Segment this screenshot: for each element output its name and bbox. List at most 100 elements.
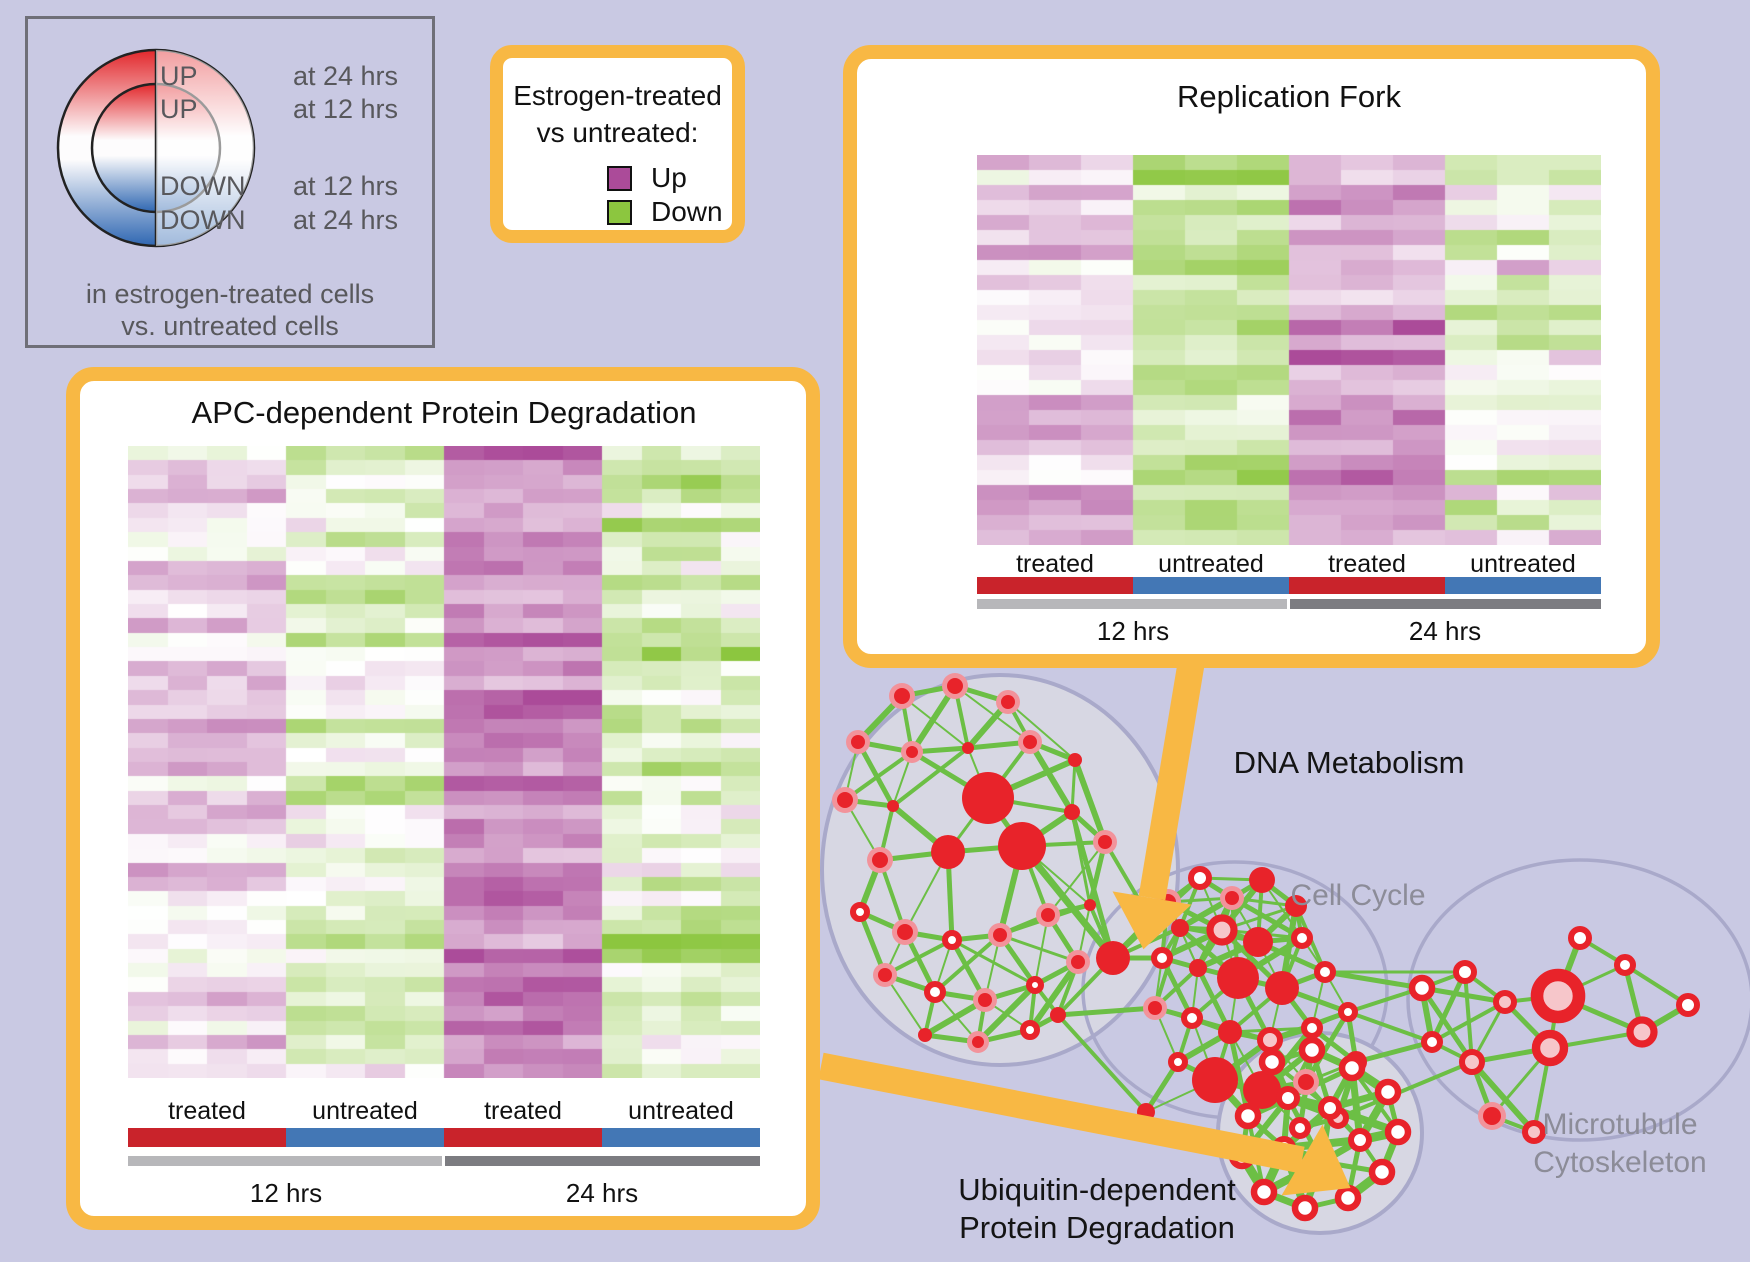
replication-fork-heatmap xyxy=(977,155,1601,545)
replication-fork-title: Replication Fork xyxy=(1177,79,1401,114)
rf-treated-bar-12h xyxy=(977,577,1133,594)
rf-24hrs-bar xyxy=(1290,599,1601,609)
network-node-donut xyxy=(1676,993,1700,1017)
ring-row-time-3: at 24 hrs xyxy=(292,205,398,235)
network-node xyxy=(1249,867,1275,893)
cluster-label-ubiquitin-line2: Protein Degradation xyxy=(959,1210,1235,1245)
network-node xyxy=(1171,919,1189,937)
network-node xyxy=(1483,1107,1501,1125)
network-node-donut xyxy=(850,902,870,922)
network-node-pink-donut xyxy=(1206,914,1238,946)
apc-sample-label-3: untreated xyxy=(628,1097,734,1125)
network-node-donut xyxy=(1408,974,1436,1002)
network-node-donut xyxy=(942,930,962,950)
network-node xyxy=(1243,927,1273,957)
network-node xyxy=(1265,971,1299,1005)
network-node xyxy=(851,735,865,749)
network-node-pink-donut xyxy=(1626,1016,1658,1048)
network-node-donut xyxy=(1291,927,1313,949)
network-node xyxy=(931,835,965,869)
network-node xyxy=(918,1028,932,1042)
network-node xyxy=(1084,899,1096,911)
down-color-swatch xyxy=(607,199,632,225)
replication-fork-panel: Replication Fork treated untreated treat… xyxy=(843,45,1660,668)
network-node xyxy=(872,852,888,868)
network-node-donut xyxy=(1151,947,1173,969)
network-node xyxy=(972,1036,984,1048)
comparison-legend-title-line2: vs untreated: xyxy=(536,117,699,148)
ring-row-time-0: at 24 hrs xyxy=(292,61,398,91)
rf-treated-bar-24h xyxy=(1289,577,1445,594)
rf-time-label-12hrs: 12 hrs xyxy=(1096,616,1170,646)
network-node xyxy=(1064,804,1080,820)
rf-sample-label-3: untreated xyxy=(1470,550,1576,578)
up-color-swatch xyxy=(607,165,632,191)
network-node-donut xyxy=(1258,1048,1286,1076)
network-node xyxy=(1189,959,1207,977)
network-node xyxy=(962,742,974,754)
rf-sample-label-1: untreated xyxy=(1158,550,1264,578)
apc-sample-label-0: treated xyxy=(168,1097,246,1125)
apc-24hrs-bar xyxy=(445,1156,760,1166)
network-node-donut xyxy=(1291,1194,1319,1222)
network-node-donut xyxy=(1314,961,1336,983)
network-node-donut xyxy=(1168,1052,1188,1072)
network-node-donut xyxy=(1334,1184,1362,1212)
network-node-pink-donut xyxy=(1531,1029,1569,1067)
bottom-white-strip xyxy=(0,1262,1750,1279)
ring-row-dir-0: UP xyxy=(160,61,198,91)
network-node-donut xyxy=(1250,1178,1278,1206)
apc-sample-label-1: untreated xyxy=(312,1097,418,1125)
network-node-pink-donut xyxy=(1522,1120,1546,1144)
network-node xyxy=(894,688,910,704)
network-node-pink-donut xyxy=(1493,990,1517,1014)
network-node-donut xyxy=(1301,1017,1323,1039)
apc-panel: APC-dependent Protein Degradation treate… xyxy=(66,367,820,1230)
network-node-donut xyxy=(1318,1096,1342,1120)
network-node-donut xyxy=(1384,1118,1412,1146)
rf-untreated-bar-12h xyxy=(1133,577,1289,594)
network-node xyxy=(947,678,963,694)
network-node-donut xyxy=(1421,1031,1443,1053)
apc-12hrs-bar xyxy=(128,1156,442,1166)
network-node-donut xyxy=(1374,1078,1402,1106)
ring-row-dir-2: DOWN xyxy=(160,171,246,201)
down-label: Down xyxy=(651,196,723,227)
network-node xyxy=(962,772,1014,824)
network-node xyxy=(1068,753,1082,767)
ring-legend-diagram xyxy=(56,48,256,248)
network-node xyxy=(1001,695,1015,709)
arrow-replication-to-dna xyxy=(1112,649,1207,950)
network-node xyxy=(993,928,1007,942)
ring-row-dir-1: UP xyxy=(160,94,198,124)
apc-untreated-bar-24h xyxy=(602,1128,760,1147)
network-node-donut xyxy=(1298,1036,1326,1064)
ring-caption-line2: vs. untreated cells xyxy=(121,311,339,341)
network-node xyxy=(887,800,899,812)
ring-row-time-1: at 12 hrs xyxy=(292,94,398,124)
network-node-donut xyxy=(1289,1117,1311,1139)
rf-sample-label-0: treated xyxy=(1016,550,1094,578)
network-node xyxy=(897,924,913,940)
network-node xyxy=(1023,735,1037,749)
apc-time-label-12hrs: 12 hrs xyxy=(249,1178,323,1208)
network-node xyxy=(1071,955,1085,969)
cluster-label-microtubule-line1: Microtubule xyxy=(1542,1108,1697,1141)
network-node xyxy=(906,746,918,758)
apc-treated-bar-12h xyxy=(128,1128,286,1147)
apc-treated-bar-24h xyxy=(444,1128,602,1147)
apc-heatmap xyxy=(128,446,760,1078)
network-node-donut xyxy=(1338,1054,1366,1082)
network-node xyxy=(1096,941,1130,975)
network-node-donut xyxy=(1453,960,1477,984)
network-node xyxy=(1243,1071,1281,1109)
network-node-donut xyxy=(1338,1002,1358,1022)
apc-untreated-bar-12h xyxy=(286,1128,444,1147)
network-node xyxy=(1218,1020,1242,1044)
network-node-donut xyxy=(1181,1007,1203,1029)
network-dynamic-layer xyxy=(818,649,1750,1235)
arrow-apc-to-ubiquitin xyxy=(818,1052,1351,1196)
network-node-donut xyxy=(1234,1102,1262,1130)
rf-time-label-24hrs: 24 hrs xyxy=(1408,616,1482,646)
network-node xyxy=(1285,895,1307,917)
